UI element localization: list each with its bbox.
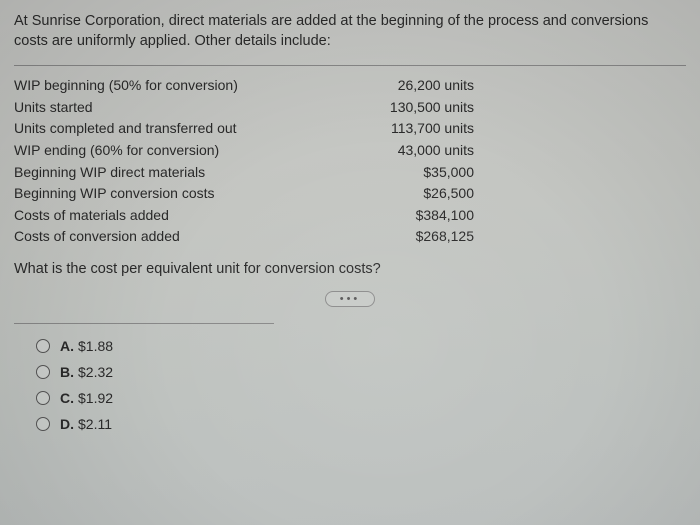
radio-icon[interactable]: [36, 417, 50, 431]
option-label: C.$1.92: [60, 390, 113, 406]
table-row: WIP beginning (50% for conversion) 26,20…: [14, 76, 686, 96]
table-row: Costs of materials added $384,100: [14, 206, 686, 226]
table-row: Costs of conversion added $268,125: [14, 227, 686, 247]
radio-icon[interactable]: [36, 365, 50, 379]
row-label: WIP beginning (50% for conversion): [14, 76, 334, 96]
answer-options: A.$1.88 B.$2.32 C.$1.92 D.$2.11: [14, 338, 686, 432]
option-b[interactable]: B.$2.32: [36, 364, 686, 380]
option-label: B.$2.32: [60, 364, 113, 380]
option-text: $1.88: [78, 338, 113, 354]
ellipsis-pill[interactable]: •••: [14, 291, 686, 307]
option-a[interactable]: A.$1.88: [36, 338, 686, 354]
option-letter: C.: [60, 390, 74, 406]
row-value: $268,125: [334, 227, 474, 247]
option-c[interactable]: C.$1.92: [36, 390, 686, 406]
option-label: D.$2.11: [60, 416, 112, 432]
table-row: Beginning WIP conversion costs $26,500: [14, 184, 686, 204]
option-letter: B.: [60, 364, 74, 380]
ellipsis-icon: •••: [325, 291, 376, 307]
row-label: Costs of materials added: [14, 206, 334, 226]
row-label: Units completed and transferred out: [14, 119, 334, 139]
row-value: $26,500: [334, 184, 474, 204]
row-label: Units started: [14, 98, 334, 118]
sub-question: What is the cost per equivalent unit for…: [14, 261, 686, 277]
divider-options: [14, 323, 274, 324]
row-label: Costs of conversion added: [14, 227, 334, 247]
row-label: WIP ending (60% for conversion): [14, 141, 334, 161]
divider-top: [14, 65, 686, 66]
table-row: Units completed and transferred out 113,…: [14, 119, 686, 139]
option-text: $2.32: [78, 364, 113, 380]
table-row: Units started 130,500 units: [14, 98, 686, 118]
option-letter: A.: [60, 338, 74, 354]
option-text: $1.92: [78, 390, 113, 406]
option-text: $2.11: [78, 416, 112, 432]
row-label: Beginning WIP direct materials: [14, 163, 334, 183]
row-value: $35,000: [334, 163, 474, 183]
data-table: WIP beginning (50% for conversion) 26,20…: [14, 76, 686, 247]
option-d[interactable]: D.$2.11: [36, 416, 686, 432]
radio-icon[interactable]: [36, 391, 50, 405]
question-prompt: At Sunrise Corporation, direct materials…: [14, 12, 686, 51]
table-row: WIP ending (60% for conversion) 43,000 u…: [14, 141, 686, 161]
row-value: 43,000 units: [334, 141, 474, 161]
row-value: $384,100: [334, 206, 474, 226]
option-letter: D.: [60, 416, 74, 432]
radio-icon[interactable]: [36, 339, 50, 353]
row-label: Beginning WIP conversion costs: [14, 184, 334, 204]
table-row: Beginning WIP direct materials $35,000: [14, 163, 686, 183]
row-value: 113,700 units: [334, 119, 474, 139]
option-label: A.$1.88: [60, 338, 113, 354]
row-value: 130,500 units: [334, 98, 474, 118]
row-value: 26,200 units: [334, 76, 474, 96]
